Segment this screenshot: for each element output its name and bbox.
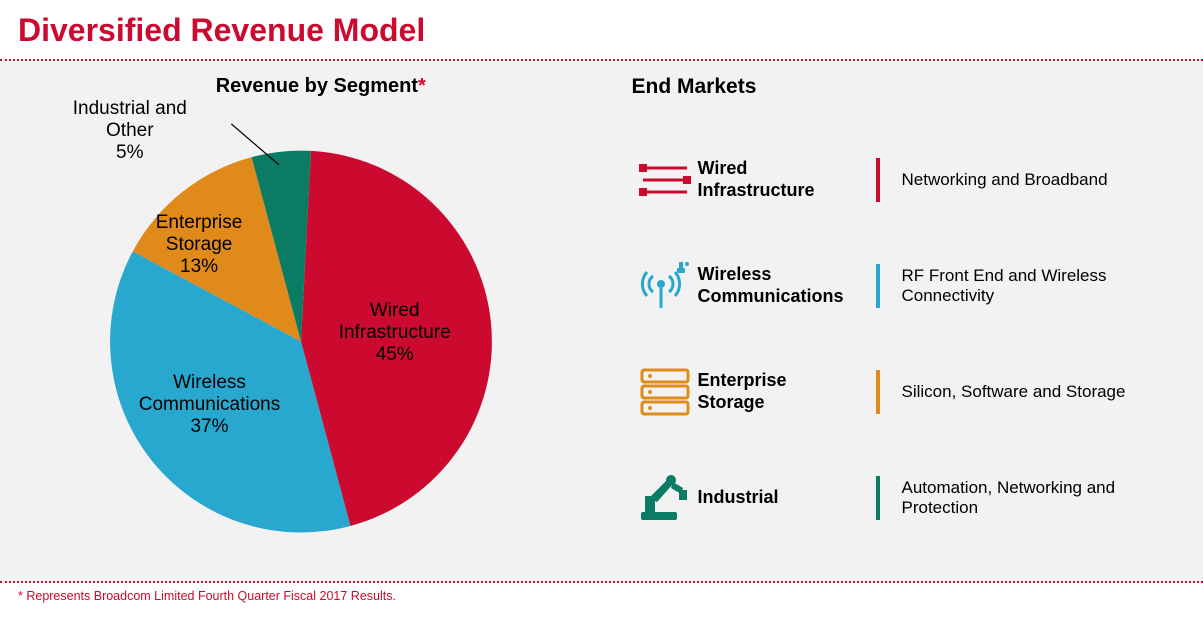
- market-desc: Automation, Networking and Protection: [902, 478, 1194, 518]
- market-bar: [876, 264, 880, 308]
- industrial-icon: [632, 472, 698, 524]
- market-bar: [876, 476, 880, 520]
- end-markets-panel: End Markets WiredInfrastructure Networkin…: [602, 61, 1203, 581]
- market-name: WiredInfrastructure: [698, 158, 868, 201]
- market-name: Industrial: [698, 487, 868, 509]
- market-row: WiredInfrastructure Networking and Broadb…: [632, 127, 1194, 233]
- pie-chart: WiredInfrastructure45% WirelessCommunicat…: [91, 102, 511, 522]
- chart-title-star: *: [418, 75, 426, 97]
- chart-title: Revenue by Segment*: [0, 75, 602, 98]
- slide-title: Diversified Revenue Model: [0, 0, 1203, 59]
- market-desc: Silicon, Software and Storage: [902, 382, 1194, 402]
- end-markets-list: WiredInfrastructure Networking and Broadb…: [632, 127, 1194, 551]
- storage-icon: [632, 368, 698, 416]
- market-row: Industrial Automation, Networking and Pro…: [632, 445, 1194, 551]
- market-desc: RF Front End and Wireless Connectivity: [902, 266, 1194, 306]
- pie-slice-label: WiredInfrastructure45%: [339, 300, 451, 366]
- market-name: WirelessCommunications: [698, 264, 868, 307]
- wireless-icon: [632, 262, 698, 310]
- slide: Diversified Revenue Model Revenue by Seg…: [0, 0, 1203, 634]
- market-row: EnterpriseStorage Silicon, Software and S…: [632, 339, 1194, 445]
- market-desc: Networking and Broadband: [902, 170, 1194, 190]
- pie-slice-label: WirelessCommunications37%: [139, 372, 281, 438]
- market-row: WirelessCommunications RF Front End and W…: [632, 233, 1194, 339]
- content-area: Revenue by Segment* WiredInfrastructure4…: [0, 61, 1203, 581]
- footnote: * Represents Broadcom Limited Fourth Qua…: [0, 583, 1203, 609]
- chart-panel: Revenue by Segment* WiredInfrastructure4…: [0, 61, 602, 581]
- market-name: EnterpriseStorage: [698, 370, 868, 413]
- market-bar: [876, 158, 880, 202]
- market-bar: [876, 370, 880, 414]
- chart-title-text: Revenue by Segment: [216, 75, 418, 97]
- wired-icon: [632, 160, 698, 200]
- end-markets-title: End Markets: [632, 75, 1194, 99]
- pie-outer-label: Industrial andOther5%: [73, 98, 187, 164]
- pie-slice-label: EnterpriseStorage13%: [156, 212, 243, 278]
